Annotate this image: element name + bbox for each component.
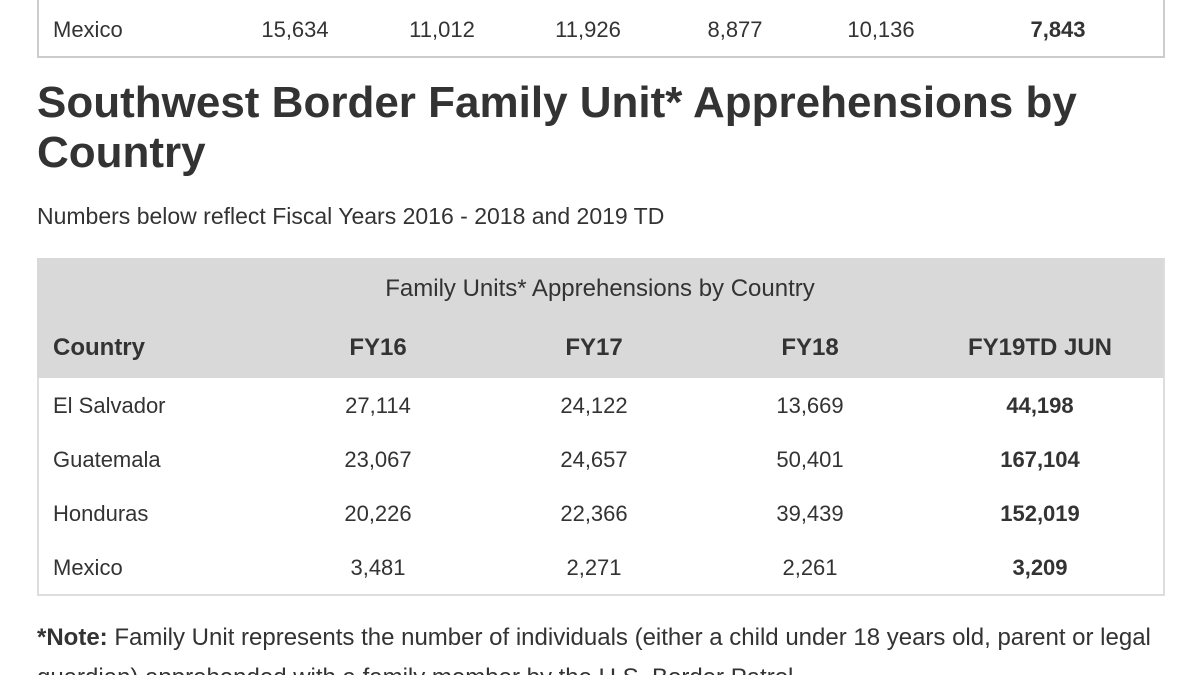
cell: 22,366: [560, 501, 628, 526]
note-label: *Note:: [37, 624, 108, 651]
column-header: FY18: [781, 334, 839, 361]
cell: 11,926: [555, 17, 621, 42]
cell: 10,136: [847, 17, 915, 42]
column-header: FY19TD JUN: [967, 334, 1113, 361]
cell: 11,012: [409, 17, 475, 42]
table-header-bg: [37, 258, 1163, 378]
subtitle: Numbers below reflect Fiscal Years 2016 …: [37, 203, 665, 229]
column-header: FY16: [349, 334, 407, 361]
title: Southwest Border Family Unit* Apprehensi…: [37, 78, 1077, 177]
row-label: Mexico: [53, 17, 123, 42]
cell: 23,067: [344, 447, 412, 472]
table-caption: Family Units* Apprehensions by Country: [385, 275, 815, 302]
note-text: Family Unit represents the number of ind…: [37, 624, 1151, 675]
cell: 8,877: [707, 17, 763, 42]
cell: 24,122: [560, 393, 628, 418]
cell: 13,669: [776, 393, 844, 418]
cell: 20,226: [344, 501, 412, 526]
cell: 2,271: [566, 555, 622, 580]
note: *Note: Family Unit represents the number…: [37, 618, 1167, 675]
cell: 50,401: [776, 447, 844, 472]
column-header: FY17: [565, 334, 623, 361]
top-table-box: [37, 0, 1165, 58]
cell: 2,261: [782, 555, 838, 580]
cell: 39,439: [776, 501, 844, 526]
cell: 24,657: [560, 447, 628, 472]
column-header: Country: [53, 334, 145, 361]
table-box: [37, 258, 1165, 596]
row-label: El Salvador: [53, 393, 166, 418]
cell: 44,198: [1006, 393, 1074, 418]
cell: 167,104: [1000, 447, 1080, 472]
cell: 15,634: [261, 17, 329, 42]
cell: 3,481: [350, 555, 406, 580]
cell: 152,019: [1000, 501, 1080, 526]
cell: 27,114: [345, 393, 411, 418]
row-label: Mexico: [53, 555, 123, 580]
cell: 3,209: [1012, 555, 1068, 580]
cell: 7,843: [1030, 17, 1086, 42]
row-label: Guatemala: [53, 447, 161, 472]
row-label: Honduras: [53, 501, 149, 526]
